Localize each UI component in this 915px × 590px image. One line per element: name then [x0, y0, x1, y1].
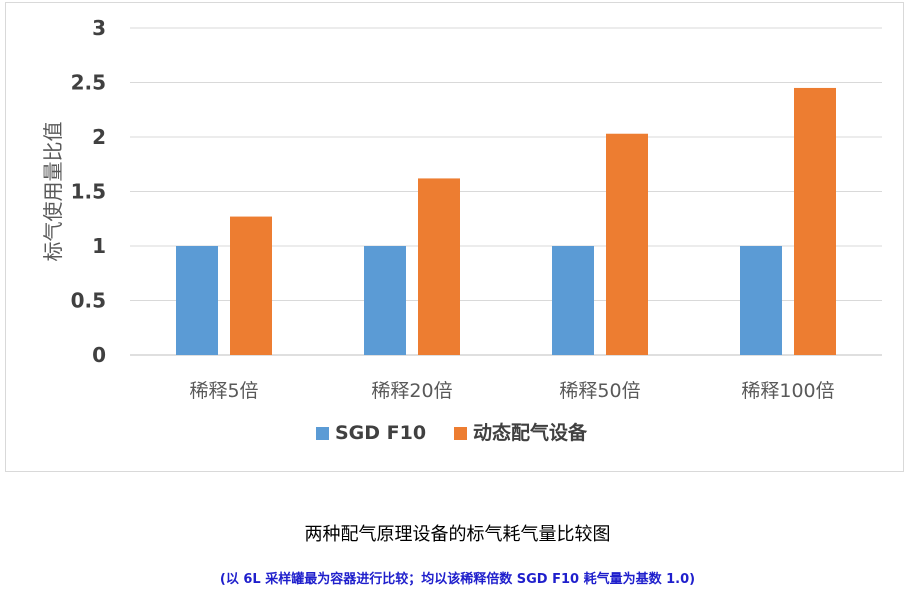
bar-dynamic-device	[230, 216, 272, 355]
x-category-label: 稀释100倍	[741, 380, 834, 402]
legend-label: 动态配气设备	[473, 421, 588, 444]
bar-dynamic-device	[794, 87, 836, 355]
x-category-label: 稀释5倍	[189, 380, 258, 402]
y-tick-label: 0.5	[71, 289, 106, 313]
y-tick-label: 2.5	[71, 71, 106, 95]
bar-sgd-f10	[364, 246, 406, 355]
legend-label: SGD F10	[335, 422, 426, 444]
bar-sgd-f10	[740, 246, 782, 355]
y-axis-label: 标气使用量比值	[41, 122, 65, 262]
figure-note: (以 6L 采样罐最为容器进行比较；均以该稀释倍数 SGD F10 耗气量为基数…	[219, 572, 696, 587]
figure-caption: 两种配气原理设备的标气耗气量比较图	[304, 524, 611, 545]
y-tick-label: 0	[92, 343, 106, 367]
y-tick-label: 1	[92, 234, 106, 258]
x-category-label: 稀释50倍	[559, 380, 640, 402]
bar-sgd-f10	[176, 246, 218, 355]
y-tick-label: 3	[92, 16, 106, 40]
bar-dynamic-device	[606, 133, 648, 355]
y-tick-label: 1.5	[71, 180, 106, 204]
y-tick-label: 2	[92, 125, 106, 149]
bar-sgd-f10	[552, 246, 594, 355]
x-category-label: 稀释20倍	[371, 380, 452, 402]
bar-dynamic-device	[418, 178, 460, 355]
legend-swatch	[454, 427, 467, 440]
legend-swatch	[316, 427, 329, 440]
